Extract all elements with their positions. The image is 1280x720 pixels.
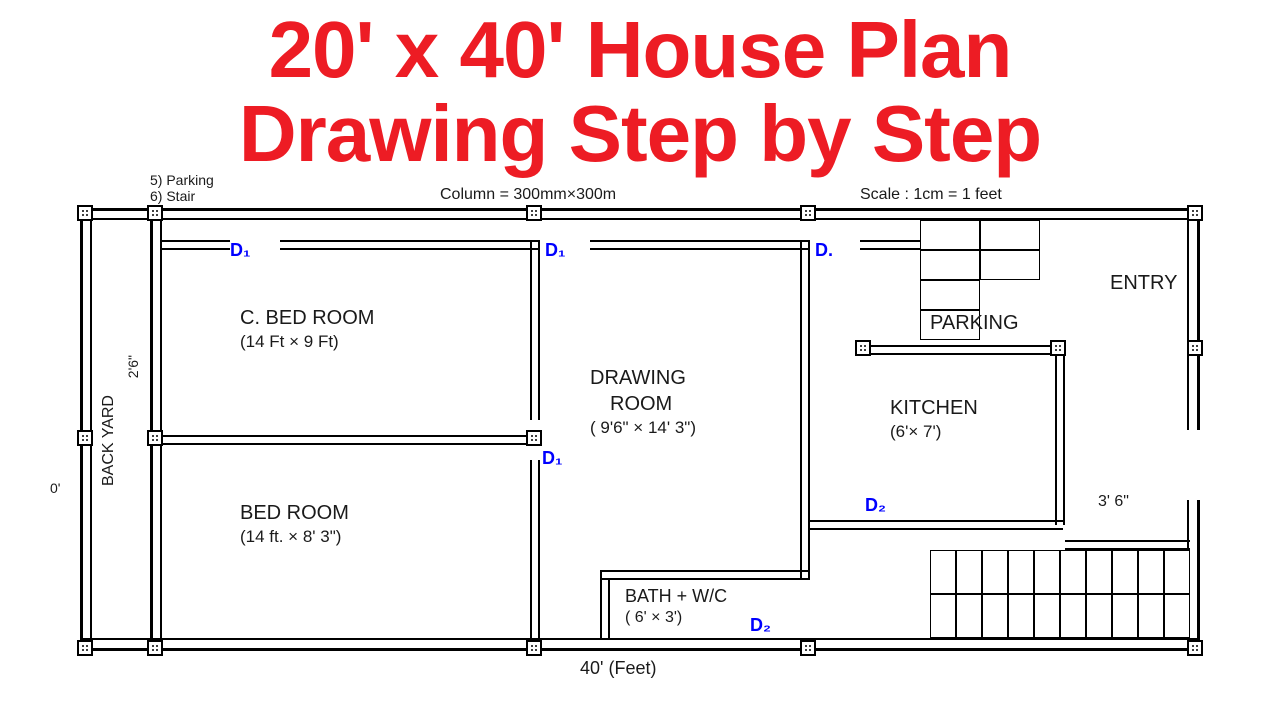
column-12 bbox=[800, 640, 816, 656]
kitchen-dim: (6'× 7') bbox=[890, 421, 978, 443]
door-d2-b: D₂ bbox=[750, 615, 771, 636]
bath-left-wall-2 bbox=[608, 578, 610, 640]
bedroom-top-wall-right-2 bbox=[280, 248, 540, 250]
column-7 bbox=[147, 430, 163, 446]
drawing-right-wall-bot-2 bbox=[808, 360, 810, 580]
door-d2-a: D₂ bbox=[865, 495, 886, 516]
width-label: 40' (Feet) bbox=[580, 658, 656, 679]
door-d1-a: D₁ bbox=[230, 240, 250, 261]
bedroom-right-wall-1b bbox=[538, 240, 540, 420]
column-8 bbox=[526, 430, 542, 446]
drawing-name-2: ROOM bbox=[590, 391, 696, 417]
parking-top-wall-left-2 bbox=[860, 248, 920, 250]
kitchen-bottom-wall-2 bbox=[808, 528, 1063, 530]
drawing-label: DRAWING ROOM ( 9'6" × 14' 3") bbox=[590, 365, 696, 439]
c-bedroom-dim: (14 Ft × 9 Ft) bbox=[240, 331, 374, 353]
note-scale: Scale : 1cm = 1 feet bbox=[860, 186, 1002, 204]
parking-top-wall-left bbox=[860, 240, 920, 242]
bedroom-name: BED ROOM bbox=[240, 500, 349, 526]
outer-wall-left-inner bbox=[90, 218, 92, 640]
column-1 bbox=[77, 205, 93, 221]
title-line-1: 20' x 40' House Plan bbox=[0, 8, 1280, 92]
left-dim-label: 0' bbox=[50, 480, 60, 496]
column-16 bbox=[1187, 340, 1203, 356]
column-9 bbox=[77, 640, 93, 656]
drawing-right-wall-top bbox=[800, 240, 802, 360]
drawing-top-wall-2 bbox=[590, 248, 808, 250]
note-stair: 6) Stair bbox=[150, 188, 195, 204]
kitchen-top-wall bbox=[860, 345, 1060, 347]
column-14 bbox=[855, 340, 871, 356]
kitchen-label: KITCHEN (6'× 7') bbox=[890, 395, 978, 443]
stair-top-wall bbox=[1065, 540, 1190, 542]
column-10 bbox=[147, 640, 163, 656]
parking-label: PARKING bbox=[930, 310, 1019, 336]
bath-left-wall bbox=[600, 570, 602, 640]
back-yard-label: BACK YARD bbox=[100, 395, 118, 486]
drawing-dim: ( 9'6" × 14' 3") bbox=[590, 417, 696, 439]
column-5 bbox=[1187, 205, 1203, 221]
side-dim-label: 3' 6" bbox=[1098, 493, 1129, 511]
column-15 bbox=[1050, 340, 1066, 356]
bedroom-top-wall-right bbox=[280, 240, 540, 242]
door-d: D. bbox=[815, 240, 833, 261]
column-4 bbox=[800, 205, 816, 221]
bath-dim: ( 6' × 3') bbox=[625, 608, 727, 629]
outer-wall-bottom-inner bbox=[80, 638, 1200, 640]
c-bedroom-label: C. BED ROOM (14 Ft × 9 Ft) bbox=[240, 305, 374, 353]
door-d1-c: D₁ bbox=[542, 448, 562, 469]
note-parking: 5) Parking bbox=[150, 172, 214, 188]
kitchen-name: KITCHEN bbox=[890, 395, 978, 421]
kitchen-bottom-wall bbox=[808, 520, 1063, 522]
bedroom-divider-top bbox=[160, 435, 538, 437]
outer-wall-top bbox=[80, 208, 1200, 211]
column-3 bbox=[526, 205, 542, 221]
bath-label: BATH + W/C ( 6' × 3') bbox=[625, 585, 727, 629]
bedroom-dim: (14 ft. × 8' 3") bbox=[240, 526, 349, 548]
entry-label: ENTRY bbox=[1110, 270, 1177, 296]
column-6 bbox=[77, 430, 93, 446]
door-d1-b: D₁ bbox=[545, 240, 565, 261]
bedroom-top-wall-left bbox=[160, 240, 230, 242]
floor-plan: 5) Parking 6) Stair Column = 300mm×300m … bbox=[60, 200, 1220, 680]
column-13 bbox=[1187, 640, 1203, 656]
lower-stairs bbox=[930, 550, 1190, 638]
drawing-right-wall-top-2 bbox=[808, 240, 810, 360]
backyard-wall-in bbox=[160, 218, 162, 640]
bedroom-right-wall-2 bbox=[530, 460, 532, 640]
column-11 bbox=[526, 640, 542, 656]
title-line-2: Drawing Step by Step bbox=[0, 92, 1280, 176]
bedroom-divider-bot bbox=[160, 443, 538, 445]
drawing-name-1: DRAWING bbox=[590, 365, 696, 391]
backyard-wall-out bbox=[150, 218, 153, 640]
bedroom-right-wall-2b bbox=[538, 460, 540, 640]
bedroom-top-wall-left-2 bbox=[160, 248, 230, 250]
drawing-right-wall-bot bbox=[800, 360, 802, 580]
bedroom-right-wall-1 bbox=[530, 240, 532, 420]
c-bedroom-name: C. BED ROOM bbox=[240, 305, 374, 331]
entry-opening bbox=[1185, 430, 1201, 500]
kitchen-right-wall-2 bbox=[1063, 353, 1065, 525]
bedroom-label: BED ROOM (14 ft. × 8' 3") bbox=[240, 500, 349, 548]
bath-top-wall-2 bbox=[600, 578, 808, 580]
bath-top-wall bbox=[600, 570, 808, 572]
column-2 bbox=[147, 205, 163, 221]
bath-name: BATH + W/C bbox=[625, 585, 727, 608]
back-yard-dim: 2'6" bbox=[125, 355, 141, 378]
kitchen-right-wall bbox=[1055, 345, 1057, 525]
outer-wall-bottom bbox=[80, 648, 1200, 651]
main-title: 20' x 40' House Plan Drawing Step by Ste… bbox=[0, 0, 1280, 176]
drawing-top-wall bbox=[590, 240, 808, 242]
kitchen-top-wall-2 bbox=[860, 353, 1060, 355]
note-column-spec: Column = 300mm×300m bbox=[440, 186, 616, 204]
